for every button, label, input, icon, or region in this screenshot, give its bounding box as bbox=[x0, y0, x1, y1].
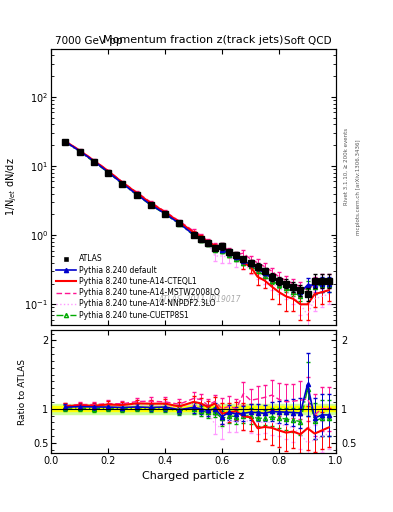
Text: mcplots.cern.ch [arXiv:1306.3436]: mcplots.cern.ch [arXiv:1306.3436] bbox=[356, 139, 361, 234]
Legend: ATLAS, Pythia 8.240 default, Pythia 8.240 tune-A14-CTEQL1, Pythia 8.240 tune-A14: ATLAS, Pythia 8.240 default, Pythia 8.24… bbox=[53, 251, 223, 323]
Text: ATLAS_2011_I919017: ATLAS_2011_I919017 bbox=[158, 294, 241, 303]
Y-axis label: 1/N$_{jet}$ dN/dz: 1/N$_{jet}$ dN/dz bbox=[4, 158, 19, 216]
Y-axis label: Ratio to ATLAS: Ratio to ATLAS bbox=[18, 359, 28, 424]
Text: Soft QCD: Soft QCD bbox=[285, 36, 332, 46]
Title: Momentum fraction z(track jets): Momentum fraction z(track jets) bbox=[103, 35, 284, 45]
Text: 7000 GeV pp: 7000 GeV pp bbox=[55, 36, 123, 46]
X-axis label: Charged particle z: Charged particle z bbox=[142, 472, 245, 481]
Text: Rivet 3.1.10, ≥ 200k events: Rivet 3.1.10, ≥ 200k events bbox=[344, 128, 349, 205]
